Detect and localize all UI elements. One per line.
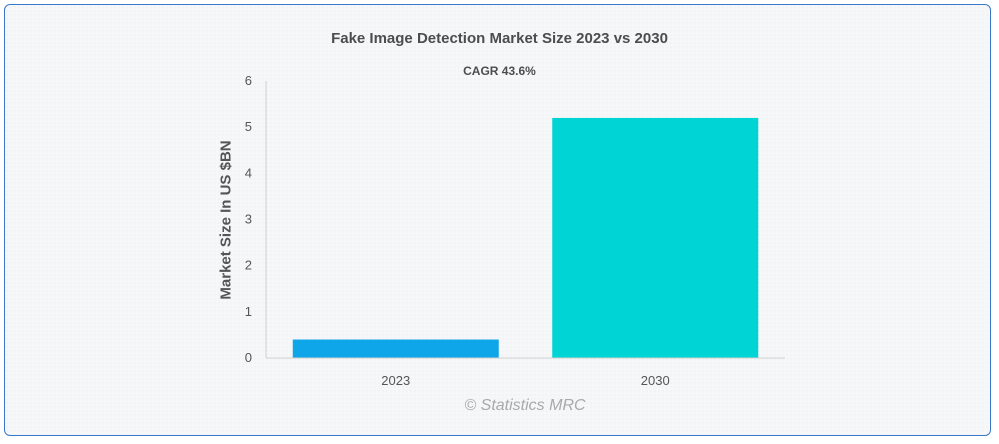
y-tick-label: 0 bbox=[245, 350, 252, 365]
y-tick-label: 4 bbox=[245, 165, 252, 180]
bar-2030 bbox=[552, 117, 759, 358]
y-tick-label: 2 bbox=[245, 258, 252, 273]
bar-2023 bbox=[292, 339, 499, 358]
watermark: © Statistics MRC bbox=[464, 397, 586, 414]
chart-frame bbox=[4, 4, 991, 436]
chart-subtitle: CAGR 43.6% bbox=[463, 64, 536, 78]
x-tick-label: 2030 bbox=[641, 373, 670, 388]
y-axis-ticks: 0 1 2 3 4 5 6 bbox=[245, 73, 252, 365]
y-tick-label: 3 bbox=[245, 212, 252, 227]
y-tick-label: 6 bbox=[245, 73, 252, 88]
bars bbox=[292, 117, 759, 358]
x-tick-label: 2023 bbox=[381, 373, 410, 388]
y-tick-label: 1 bbox=[245, 304, 252, 319]
chart-title: Fake Image Detection Market Size 2023 vs… bbox=[331, 30, 668, 47]
x-axis-ticks: 2023 2030 bbox=[381, 373, 669, 388]
y-tick-label: 5 bbox=[245, 119, 252, 134]
